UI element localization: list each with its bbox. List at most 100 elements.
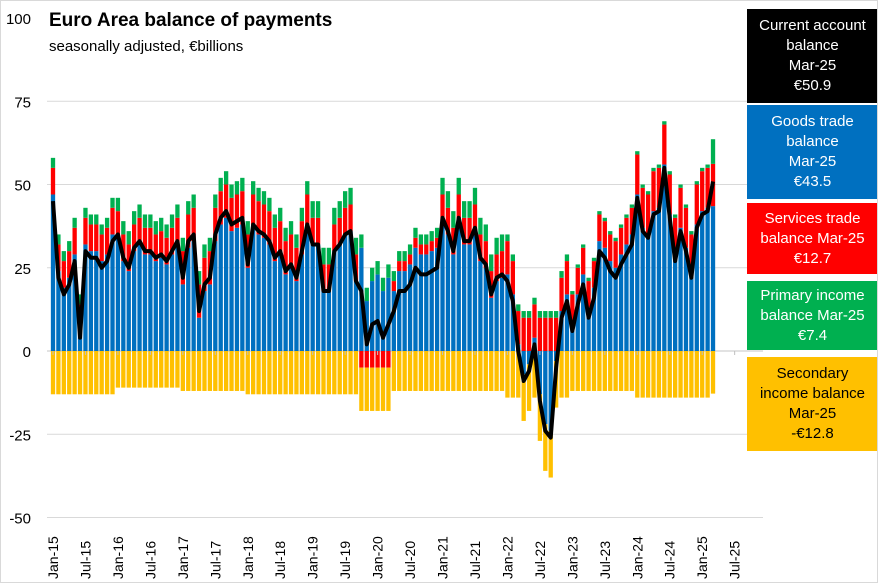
bar-primary <box>451 211 456 228</box>
bar-primary <box>570 291 575 295</box>
bar-secondary <box>337 351 342 395</box>
bar-secondary <box>483 351 488 391</box>
bar-primary <box>375 261 380 275</box>
bar-secondary <box>521 374 526 421</box>
bar-services <box>424 244 429 255</box>
bar-secondary <box>288 351 294 395</box>
legend-line: Secondary <box>776 365 849 382</box>
bar-services <box>218 191 223 225</box>
bar-secondary <box>608 351 613 391</box>
bar-secondary <box>342 351 348 395</box>
bar-services <box>407 254 413 265</box>
bar-services <box>380 351 386 368</box>
bar-services <box>256 201 261 235</box>
bar-goods <box>478 261 483 351</box>
bar-primary <box>602 217 607 222</box>
bar-goods <box>348 231 353 351</box>
bar-goods <box>526 351 532 365</box>
bar-goods <box>499 277 505 351</box>
bar-services <box>202 257 207 292</box>
bar-goods <box>159 257 164 351</box>
bar-services <box>440 194 445 222</box>
legend-line: balance <box>786 37 839 54</box>
bar-goods <box>202 291 207 351</box>
bar-goods <box>77 331 83 351</box>
bar-primary <box>294 234 299 248</box>
x-tick-label: Jul-25 <box>727 541 743 579</box>
bar-goods <box>635 194 640 351</box>
bar-primary <box>700 167 705 172</box>
bar-secondary <box>283 351 288 395</box>
bar-primary <box>278 207 283 222</box>
x-tick-label: Jul-17 <box>207 541 223 579</box>
bar-primary <box>505 234 510 242</box>
bar-primary <box>499 234 505 252</box>
bar-goods <box>191 241 196 351</box>
chart-subtitle: seasonally adjusted, €billions <box>49 38 244 55</box>
bar-services <box>142 227 148 255</box>
bar-goods <box>218 224 223 351</box>
bar-primary <box>310 201 315 218</box>
bar-goods <box>413 247 418 351</box>
bar-goods <box>121 261 126 351</box>
bar-services <box>608 234 613 262</box>
bar-primary <box>380 277 386 292</box>
bar-services <box>434 237 440 248</box>
bar-goods <box>489 297 494 351</box>
bar-goods <box>267 244 272 351</box>
x-tick-label: Jan-20 <box>370 536 386 579</box>
y-tick-label: 75 <box>14 94 31 111</box>
bar-secondary <box>424 351 429 391</box>
bar-primary <box>445 191 451 208</box>
bar-services <box>240 191 245 225</box>
legend-line: Primary income <box>760 286 865 304</box>
bar-goods <box>261 237 267 351</box>
bar-goods <box>332 251 337 351</box>
bar-secondary <box>175 351 180 388</box>
bar-services <box>499 251 505 278</box>
y-tick-label: 25 <box>14 261 31 278</box>
bar-services <box>375 351 380 368</box>
bar-goods <box>424 254 429 351</box>
bar-services <box>278 221 283 255</box>
legend-line: -€12.8 <box>791 425 834 442</box>
bar-secondary <box>364 367 369 411</box>
bar-goods <box>272 261 277 351</box>
bar-secondary <box>635 351 640 398</box>
bar-goods <box>99 261 104 351</box>
bar-services <box>548 317 553 351</box>
bar-goods <box>207 284 213 351</box>
bar-secondary <box>142 351 148 388</box>
bar-primary <box>483 224 488 242</box>
bar-secondary <box>278 351 283 395</box>
bar-secondary <box>700 351 705 398</box>
x-tick-label: Jul-22 <box>532 541 548 579</box>
bar-primary <box>175 204 180 218</box>
bar-goods <box>678 227 683 351</box>
bar-primary <box>397 251 402 262</box>
bar-primary <box>99 224 104 235</box>
bar-services <box>61 261 66 288</box>
bar-goods <box>72 254 77 351</box>
bar-primary <box>202 244 207 258</box>
bar-secondary <box>256 351 261 395</box>
bar-primary <box>586 277 591 282</box>
bar-secondary <box>72 351 77 395</box>
bar-primary <box>348 187 353 205</box>
bar-secondary <box>261 351 267 395</box>
bar-primary <box>629 204 635 208</box>
bar-goods <box>67 277 72 351</box>
bar-primary <box>88 214 94 225</box>
bar-services <box>586 281 591 308</box>
bar-goods <box>353 281 359 351</box>
line-current-account <box>51 165 715 440</box>
bar-services <box>121 234 126 262</box>
bar-goods <box>391 291 396 351</box>
bar-secondary <box>570 351 575 391</box>
bar-services <box>456 194 461 222</box>
bar-secondary <box>510 351 515 398</box>
bar-secondary <box>505 351 510 398</box>
bar-primary <box>332 207 337 225</box>
bar-services <box>132 224 137 252</box>
bar-goods <box>483 267 488 351</box>
